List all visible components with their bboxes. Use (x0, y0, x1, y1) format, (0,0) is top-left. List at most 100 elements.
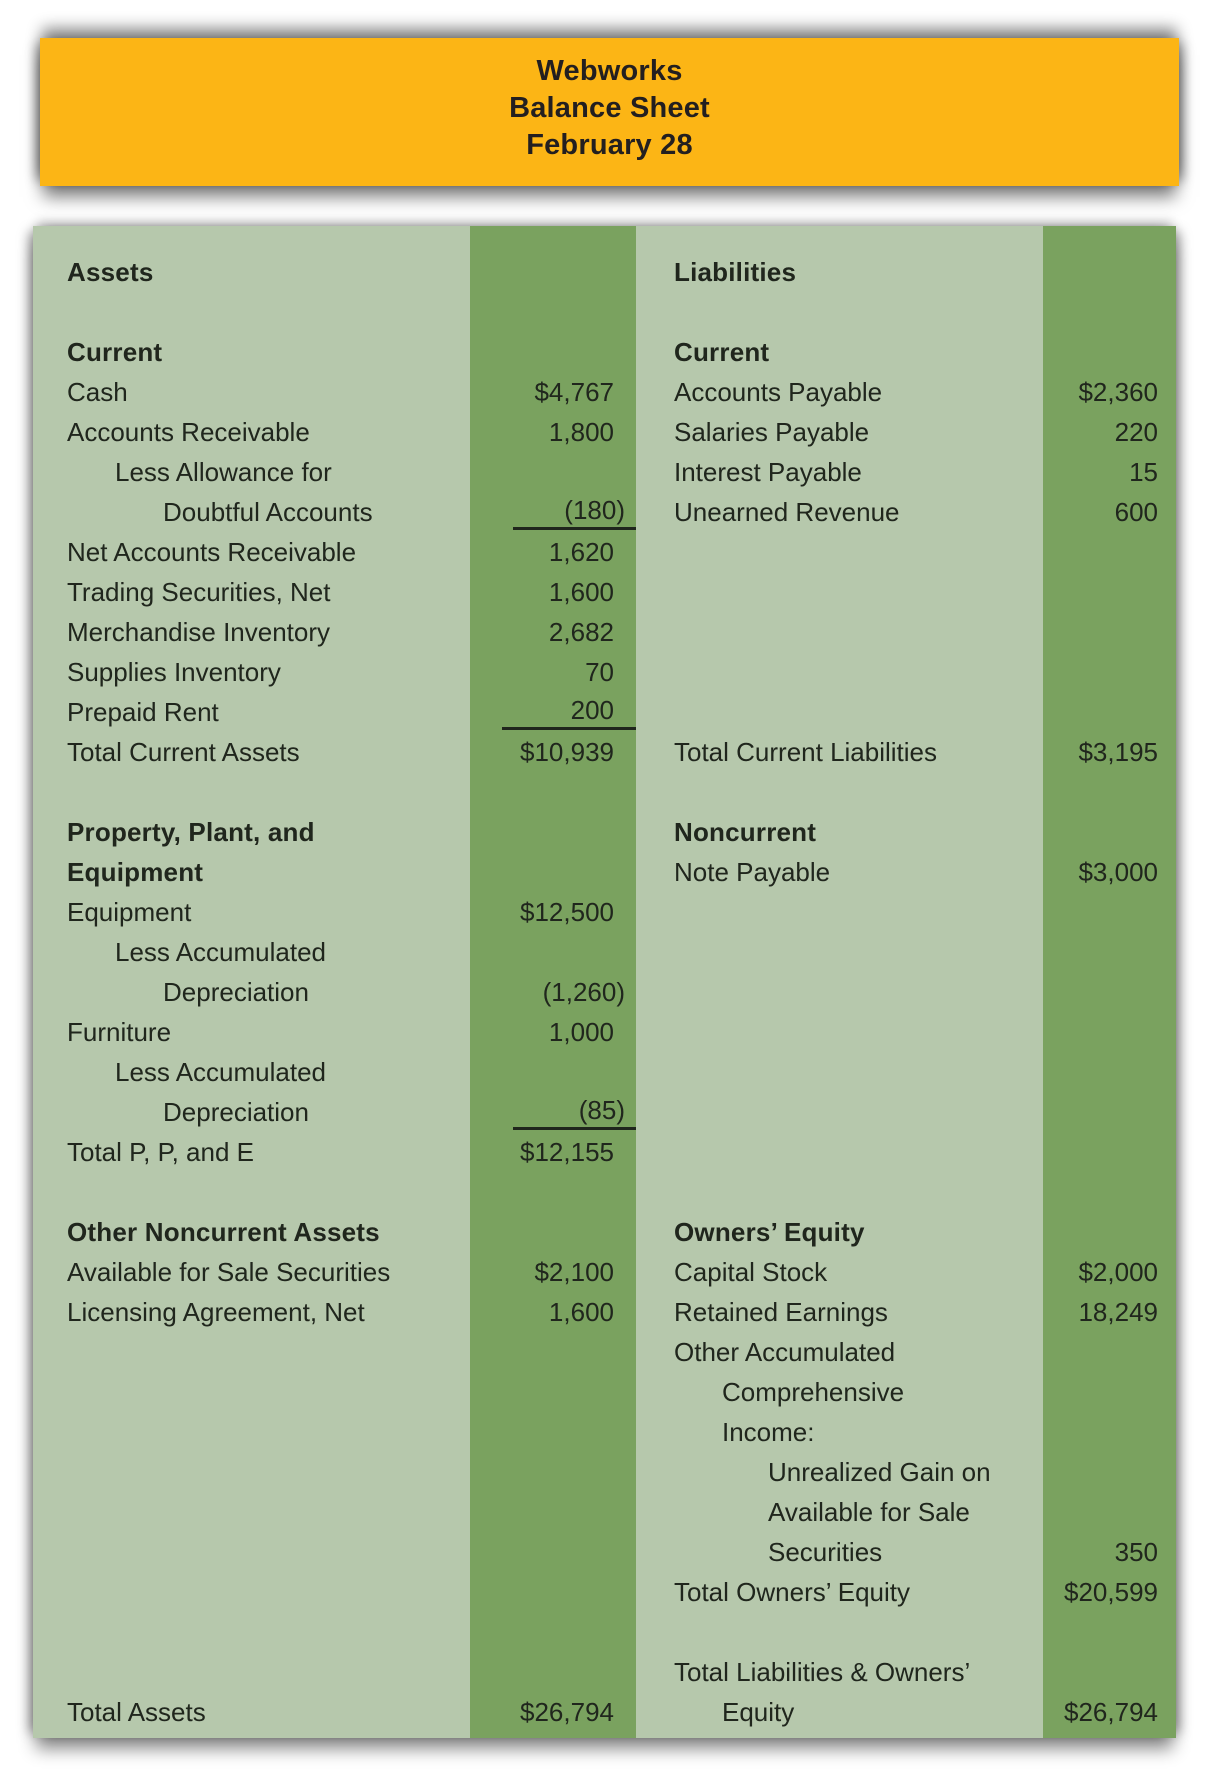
row-label: Licensing Agreement, Net (67, 1296, 365, 1327)
row-value (470, 257, 636, 288)
table-row: Owners’ Equity (636, 1212, 1176, 1252)
table-row (33, 1532, 636, 1572)
row-value: (180) (470, 495, 636, 530)
row-label: Property, Plant, and (67, 816, 315, 847)
table-row: Interest Payable 15 (636, 452, 1176, 492)
row-amount: $2,000 (1078, 1256, 1158, 1287)
row-value: 600 (1043, 497, 1176, 528)
table-row (33, 1332, 636, 1372)
table-row: Licensing Agreement, Net 1,600 (33, 1292, 636, 1332)
table-row (636, 1132, 1176, 1172)
row-value (470, 1457, 636, 1488)
liabilities-value-stripe (1043, 226, 1176, 1738)
table-row: Unrealized Gain on (636, 1452, 1176, 1492)
table-row: Less Accumulated (33, 1052, 636, 1092)
row-amount: 70 (585, 656, 614, 687)
report-title-box: Webworks Balance Sheet February 28 (40, 38, 1179, 186)
row-label: Available for Sale Securities (67, 1256, 391, 1287)
row-label: Total Assets (67, 1696, 206, 1727)
row-value: 18,249 (1043, 1297, 1176, 1328)
row-label: Current (674, 336, 770, 367)
table-row (33, 1612, 636, 1652)
row-label: Liabilities (674, 256, 797, 287)
row-value (470, 457, 636, 488)
row-label: Merchandise Inventory (67, 616, 331, 647)
row-value (470, 1377, 636, 1408)
row-label: Total Current Assets (67, 736, 300, 767)
row-label: Less Accumulated (115, 1056, 327, 1087)
table-row: Note Payable $3,000 (636, 852, 1176, 892)
table-row: Less Allowance for (33, 452, 636, 492)
row-value (1043, 577, 1176, 608)
row-amount: $12,500 (520, 896, 614, 927)
table-row (33, 1572, 636, 1612)
table-row (636, 1012, 1176, 1052)
row-value (470, 1537, 636, 1568)
row-value (1043, 617, 1176, 648)
table-row: Total Owners’ Equity $20,599 (636, 1572, 1176, 1612)
row-label: Total Current Liabilities (674, 736, 938, 767)
table-row: Other Noncurrent Assets (33, 1212, 636, 1252)
table-row (33, 772, 636, 812)
row-amount: (85) (513, 1095, 636, 1130)
row-value (470, 297, 636, 328)
row-value (470, 857, 636, 888)
table-row: Furniture 1,000 (33, 1012, 636, 1052)
row-value (470, 817, 636, 848)
row-label: Accounts Receivable (67, 416, 310, 447)
row-label: Retained Earnings (674, 1296, 888, 1327)
table-row: Cash $4,767 (33, 372, 636, 412)
table-row: Retained Earnings 18,249 (636, 1292, 1176, 1332)
row-value (1043, 937, 1176, 968)
row-label: Less Accumulated (115, 936, 327, 967)
row-value: 15 (1043, 457, 1176, 488)
table-row: Property, Plant, and (33, 812, 636, 852)
table-row (636, 1092, 1176, 1132)
table-row (636, 652, 1176, 692)
row-value (1043, 257, 1176, 288)
table-row: Comprehensive (636, 1372, 1176, 1412)
table-row: Unearned Revenue 600 (636, 492, 1176, 532)
row-amount: 220 (1114, 416, 1158, 447)
row-label: Securities (768, 1536, 883, 1567)
table-row (33, 1372, 636, 1412)
row-value: $26,794 (1043, 1697, 1176, 1728)
row-value (1043, 1657, 1176, 1688)
balance-sheet: Assets Current Cash $4,767 Accounts Rece… (33, 226, 1176, 1738)
row-label: Other Noncurrent Assets (67, 1216, 380, 1247)
table-row: Depreciation (85) (33, 1092, 636, 1132)
row-amount: $4,767 (534, 376, 614, 407)
row-label: Prepaid Rent (67, 696, 219, 727)
row-amount: 350 (1114, 1536, 1158, 1567)
row-amount: 1,620 (548, 536, 614, 567)
row-label: Note Payable (674, 856, 831, 887)
row-label: Current (67, 336, 163, 367)
row-label: Equipment (67, 896, 192, 927)
row-value: 200 (470, 695, 636, 730)
table-row (33, 1452, 636, 1492)
table-row (636, 972, 1176, 1012)
table-row: Current (33, 332, 636, 372)
row-value (1043, 777, 1176, 808)
table-row: Accounts Receivable 1,800 (33, 412, 636, 452)
row-value (470, 1177, 636, 1208)
table-row: Doubtful Accounts (180) (33, 492, 636, 532)
row-label: Income: (722, 1416, 815, 1447)
table-row (636, 892, 1176, 932)
row-amount: 1,600 (548, 1296, 614, 1327)
table-row (636, 572, 1176, 612)
table-row (636, 612, 1176, 652)
row-label: Total Liabilities & Owners’ (674, 1656, 971, 1687)
table-row: Noncurrent (636, 812, 1176, 852)
row-value: 1,620 (470, 537, 636, 568)
row-label: Unrealized Gain on (768, 1456, 991, 1487)
table-row: Available for Sale (636, 1492, 1176, 1532)
row-value (470, 1217, 636, 1248)
row-value (1043, 1137, 1176, 1168)
row-label: Other Accumulated (674, 1336, 896, 1367)
row-label: Available for Sale (768, 1496, 970, 1527)
row-amount: $26,794 (520, 1696, 614, 1727)
table-row (636, 292, 1176, 332)
table-row: Available for Sale Securities $2,100 (33, 1252, 636, 1292)
